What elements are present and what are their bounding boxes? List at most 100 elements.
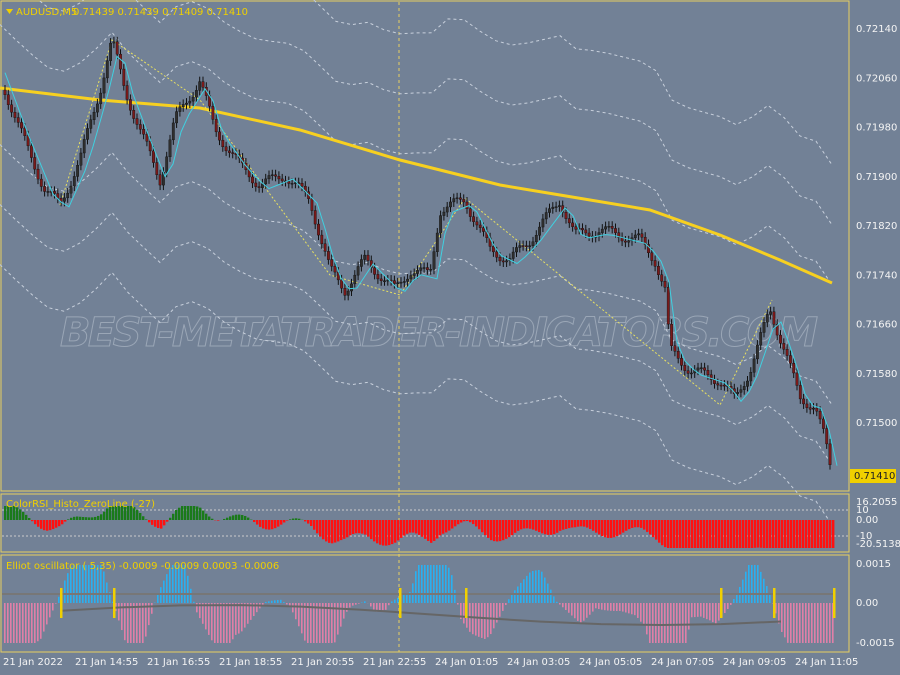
rsi-bar bbox=[715, 520, 718, 548]
elliot-bar bbox=[379, 603, 381, 612]
elliot-bar bbox=[526, 575, 528, 603]
rsi-bar bbox=[328, 520, 331, 543]
candle bbox=[181, 104, 185, 108]
candle bbox=[360, 259, 363, 267]
rsi-bar bbox=[754, 520, 757, 548]
elliot-bar bbox=[676, 603, 678, 643]
candle bbox=[779, 334, 782, 344]
elliot-axis-label: -0.0015 bbox=[856, 638, 895, 649]
rsi-bar bbox=[10, 506, 13, 520]
elliot-bar bbox=[322, 603, 324, 643]
elliot-bar bbox=[49, 603, 51, 618]
elliot-bar bbox=[583, 603, 585, 621]
rsi-bar bbox=[640, 520, 643, 528]
rsi-bar bbox=[631, 520, 634, 528]
elliot-bar bbox=[478, 603, 480, 637]
price-tag bbox=[850, 469, 896, 483]
moving-average bbox=[0, 86, 833, 285]
rsi-bar bbox=[700, 520, 703, 548]
elliot-bar bbox=[460, 603, 462, 620]
candle bbox=[6, 94, 10, 105]
elliot-bar bbox=[67, 573, 69, 603]
rsi-bar bbox=[70, 517, 73, 520]
rsi-bar bbox=[367, 520, 370, 537]
elliot-bar bbox=[436, 565, 438, 603]
rsi-bar bbox=[565, 520, 568, 529]
rsi-bar bbox=[64, 520, 67, 522]
candle bbox=[749, 371, 753, 382]
candle bbox=[264, 178, 268, 185]
elliot-bar bbox=[391, 601, 393, 603]
elliot-bar bbox=[697, 603, 699, 617]
rsi-axis-label: -20.5138 bbox=[856, 539, 900, 550]
elliot-bar bbox=[787, 603, 789, 643]
candle bbox=[72, 176, 76, 187]
candle bbox=[340, 279, 343, 289]
candle bbox=[617, 232, 621, 238]
elliot-bar bbox=[145, 603, 147, 637]
elliot-bar bbox=[241, 603, 243, 632]
elliot-bar bbox=[640, 603, 642, 622]
candle bbox=[39, 178, 43, 187]
elliot-bar bbox=[274, 600, 276, 603]
elliot-bar bbox=[289, 603, 291, 607]
elliot-bar bbox=[562, 603, 564, 608]
price-label: 0.72060 bbox=[856, 73, 897, 84]
rsi-bar bbox=[340, 520, 343, 541]
elliot-bar bbox=[742, 579, 744, 603]
candle bbox=[670, 323, 674, 346]
rsi-bar bbox=[544, 520, 547, 535]
elliot-bar bbox=[142, 603, 144, 643]
menu-arrow[interactable] bbox=[6, 9, 13, 14]
elliot-bar bbox=[139, 603, 141, 643]
elliot-bar bbox=[217, 603, 219, 643]
candle bbox=[587, 232, 591, 237]
rsi-bar bbox=[274, 520, 277, 529]
elliot-bar bbox=[19, 603, 21, 643]
rsi-bar bbox=[127, 506, 130, 520]
elliot-bar bbox=[55, 603, 57, 604]
rsi-bar bbox=[394, 520, 397, 543]
elliot-bar bbox=[634, 603, 636, 616]
elliot-marker bbox=[773, 588, 776, 618]
rsi-bar bbox=[790, 520, 793, 548]
candle bbox=[251, 176, 254, 184]
rsi-bar bbox=[760, 520, 763, 548]
rsi-bar bbox=[667, 520, 670, 548]
candle bbox=[122, 68, 126, 86]
rsi-bar bbox=[202, 510, 205, 520]
elliot-bar bbox=[694, 603, 696, 618]
candle bbox=[317, 223, 320, 236]
elliot-bar bbox=[418, 565, 420, 603]
rsi-bar bbox=[427, 520, 430, 541]
rsi-bar bbox=[661, 520, 664, 546]
candle bbox=[416, 270, 419, 274]
rsi-bar bbox=[142, 516, 145, 520]
candle bbox=[462, 199, 466, 203]
elliot-bar bbox=[286, 603, 288, 605]
candle bbox=[567, 218, 571, 224]
rsi-bar bbox=[697, 520, 700, 548]
candle bbox=[128, 99, 132, 111]
candle bbox=[785, 349, 789, 356]
candle bbox=[105, 60, 109, 79]
rsi-bar bbox=[535, 520, 538, 531]
candle bbox=[505, 260, 508, 263]
elliot-bar bbox=[325, 603, 327, 643]
rsi-bar bbox=[553, 520, 556, 535]
elliot-bar bbox=[589, 603, 591, 615]
elliot-bar bbox=[778, 603, 780, 624]
elliot-bar bbox=[94, 565, 96, 603]
candle bbox=[23, 127, 27, 136]
candle bbox=[775, 324, 779, 336]
rsi-bar bbox=[586, 520, 589, 528]
candle bbox=[478, 224, 482, 228]
rsi-bar bbox=[538, 520, 541, 533]
rsi-bar bbox=[808, 520, 811, 548]
elliot-bar bbox=[202, 603, 204, 624]
rsi-bar bbox=[253, 520, 256, 523]
candle bbox=[218, 131, 221, 141]
rsi-bar bbox=[727, 520, 730, 548]
price-label: 0.71740 bbox=[856, 270, 897, 281]
rsi-bar bbox=[361, 520, 364, 534]
